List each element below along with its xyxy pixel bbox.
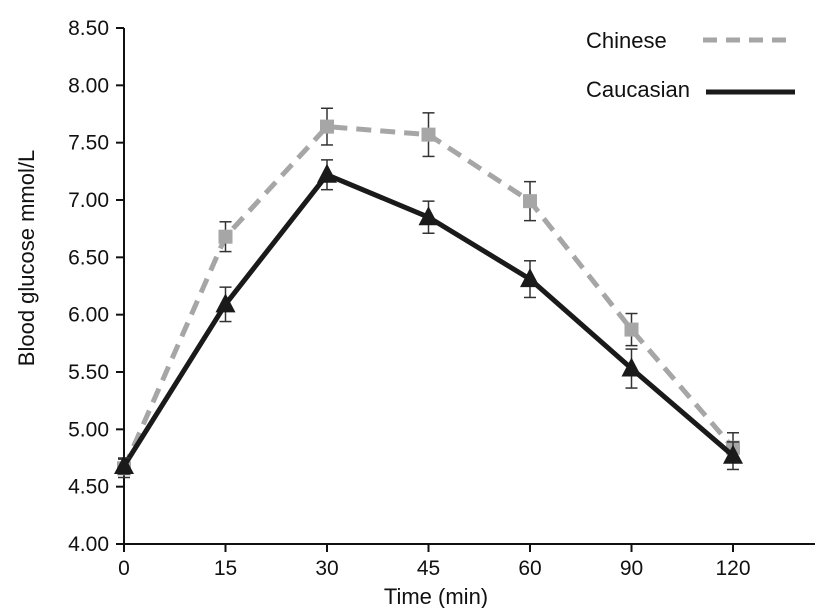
y-tick-label: 7.00 [68, 189, 109, 212]
data-point-triangle [520, 268, 540, 288]
data-point-triangle [114, 455, 134, 475]
y-axis-title: Blood glucose mmol/L [14, 150, 39, 366]
y-tick-label: 4.50 [68, 476, 109, 499]
x-tick-label: 60 [518, 557, 541, 580]
x-tick-label: 30 [315, 557, 338, 580]
x-tick-label: 120 [715, 557, 750, 580]
data-point-triangle [621, 357, 642, 377]
legend-label-caucasian: Caucasian [586, 77, 690, 102]
series-line [121, 124, 735, 470]
x-axis-title: Time (min) [384, 584, 488, 608]
data-point-triangle [215, 293, 236, 313]
x-tick-label: 90 [620, 557, 643, 580]
legend-label-chinese: Chinese [586, 28, 667, 53]
y-tick-label: 5.50 [68, 361, 109, 384]
x-tick-label: 15 [214, 557, 237, 580]
data-point-square [421, 127, 436, 142]
legend: Chinese Caucasian [586, 28, 795, 102]
y-tick-label: 4.00 [68, 533, 109, 556]
series-chinese [117, 107, 740, 479]
y-tick-label: 7.50 [68, 132, 109, 155]
y-ticks: 4.00 4.50 5.00 5.50 6.00 6.50 7.00 7.50 8.00 8.50 [68, 17, 124, 556]
series-caucasian [114, 159, 743, 475]
series-layer [114, 107, 743, 479]
y-tick-label: 6.50 [68, 246, 109, 269]
axes [123, 28, 815, 545]
data-point-square [320, 119, 334, 134]
x-tick-label: 45 [417, 557, 440, 580]
data-point-triangle [317, 163, 337, 183]
data-point-triangle [418, 206, 439, 226]
y-tick-label: 8.00 [68, 74, 109, 97]
data-point-square [523, 194, 537, 209]
x-ticks: 0 15 30 45 60 90 120 [118, 544, 751, 580]
y-tick-label: 5.00 [68, 418, 109, 441]
data-point-triangle [723, 444, 743, 464]
y-tick-label: 6.00 [68, 304, 109, 327]
data-point-square [624, 322, 639, 337]
y-tick-label: 8.50 [68, 17, 109, 40]
data-point-square [218, 229, 233, 244]
x-tick-label: 0 [118, 557, 130, 580]
